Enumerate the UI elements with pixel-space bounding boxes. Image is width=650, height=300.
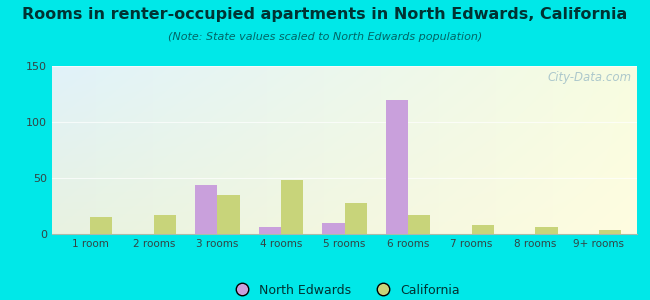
Bar [408,215,430,234]
Bar [195,185,217,234]
Bar [344,202,367,234]
Bar [217,195,240,234]
Bar [386,100,408,234]
Bar [154,215,176,234]
Bar [322,223,344,234]
Legend: North Edwards, California: North Edwards, California [224,279,465,300]
Bar [535,227,558,234]
Text: Rooms in renter-occupied apartments in North Edwards, California: Rooms in renter-occupied apartments in N… [22,8,628,22]
Text: City-Data.com: City-Data.com [547,71,631,84]
Bar [472,225,494,234]
Bar [90,217,112,234]
Bar [599,230,621,234]
Bar [259,227,281,234]
Text: (Note: State values scaled to North Edwards population): (Note: State values scaled to North Edwa… [168,32,482,41]
Bar [281,180,303,234]
